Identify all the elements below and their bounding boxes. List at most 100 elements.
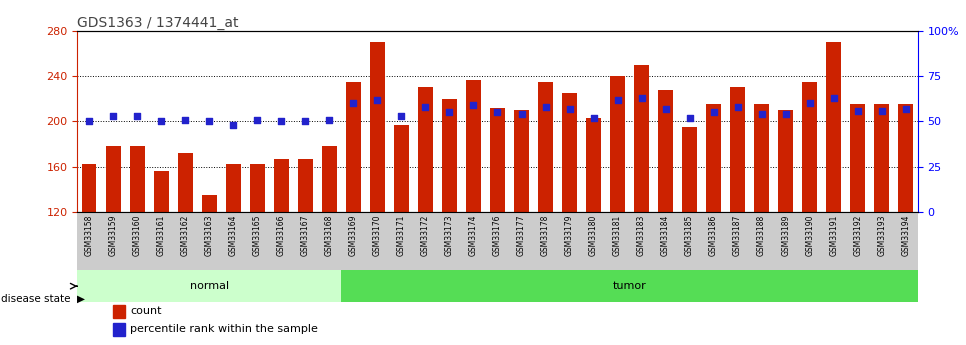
Point bbox=[778, 111, 793, 117]
Bar bbox=[514, 110, 528, 212]
Text: GSM33187: GSM33187 bbox=[733, 215, 742, 256]
Text: GSM33176: GSM33176 bbox=[493, 215, 502, 256]
Text: GSM33160: GSM33160 bbox=[132, 215, 142, 256]
Point bbox=[81, 119, 97, 124]
Text: GSM33192: GSM33192 bbox=[853, 215, 863, 256]
Bar bbox=[442, 99, 457, 212]
Point bbox=[538, 104, 554, 110]
Text: GSM33167: GSM33167 bbox=[300, 215, 310, 256]
Bar bbox=[586, 118, 601, 212]
Bar bbox=[418, 88, 433, 212]
Text: GSM33189: GSM33189 bbox=[781, 215, 790, 256]
Text: GSM33173: GSM33173 bbox=[445, 215, 454, 256]
Text: tumor: tumor bbox=[612, 281, 646, 291]
Text: GSM33185: GSM33185 bbox=[685, 215, 695, 256]
Point bbox=[898, 106, 914, 111]
Point bbox=[634, 95, 649, 101]
Point bbox=[706, 110, 722, 115]
Text: GSM33177: GSM33177 bbox=[517, 215, 526, 256]
Point bbox=[610, 97, 625, 102]
Text: GSM33166: GSM33166 bbox=[277, 215, 286, 256]
Text: GSM33190: GSM33190 bbox=[805, 215, 814, 256]
Bar bbox=[827, 42, 840, 212]
Bar bbox=[130, 146, 145, 212]
Point bbox=[417, 104, 433, 110]
Point bbox=[249, 117, 265, 122]
Text: GSM33158: GSM33158 bbox=[85, 215, 94, 256]
Text: GSM33164: GSM33164 bbox=[229, 215, 238, 256]
Point bbox=[753, 111, 769, 117]
Point bbox=[490, 110, 505, 115]
Point bbox=[322, 117, 337, 122]
Text: GSM33194: GSM33194 bbox=[901, 215, 910, 256]
Text: normal: normal bbox=[189, 281, 229, 291]
Bar bbox=[467, 80, 481, 212]
Bar bbox=[538, 82, 553, 212]
Text: GSM33159: GSM33159 bbox=[109, 215, 118, 256]
Text: count: count bbox=[130, 306, 161, 316]
Text: GSM33162: GSM33162 bbox=[181, 215, 190, 256]
Text: GSM33165: GSM33165 bbox=[253, 215, 262, 256]
Point bbox=[874, 108, 890, 113]
Point bbox=[802, 100, 817, 106]
Point bbox=[850, 108, 866, 113]
Point bbox=[226, 122, 242, 128]
Text: GSM33186: GSM33186 bbox=[709, 215, 718, 256]
Bar bbox=[250, 164, 265, 212]
Text: GSM33184: GSM33184 bbox=[661, 215, 670, 256]
Text: disease state  ▶: disease state ▶ bbox=[1, 294, 85, 303]
Point bbox=[441, 110, 457, 115]
Text: GSM33180: GSM33180 bbox=[589, 215, 598, 256]
Bar bbox=[635, 65, 649, 212]
Bar bbox=[706, 105, 721, 212]
Text: percentile rank within the sample: percentile rank within the sample bbox=[130, 324, 318, 334]
Point bbox=[129, 113, 145, 119]
Bar bbox=[298, 159, 313, 212]
Text: GSM33170: GSM33170 bbox=[373, 215, 382, 256]
Point bbox=[370, 97, 385, 102]
Bar bbox=[323, 146, 336, 212]
Point bbox=[826, 95, 841, 101]
Point bbox=[394, 113, 410, 119]
Bar bbox=[106, 146, 121, 212]
Bar bbox=[394, 125, 409, 212]
Bar bbox=[155, 171, 168, 212]
Text: GSM33174: GSM33174 bbox=[469, 215, 478, 256]
Bar bbox=[874, 105, 889, 212]
Text: GSM33169: GSM33169 bbox=[349, 215, 358, 256]
Point bbox=[658, 106, 673, 111]
Point bbox=[682, 115, 697, 120]
Point bbox=[178, 117, 193, 122]
Text: GSM33178: GSM33178 bbox=[541, 215, 550, 256]
Bar bbox=[113, 305, 126, 318]
Text: GSM33181: GSM33181 bbox=[613, 215, 622, 256]
Text: GSM33179: GSM33179 bbox=[565, 215, 574, 256]
Point bbox=[202, 119, 217, 124]
Bar bbox=[682, 127, 696, 212]
Text: GDS1363 / 1374441_at: GDS1363 / 1374441_at bbox=[77, 16, 239, 30]
Point bbox=[514, 111, 529, 117]
Point bbox=[105, 113, 121, 119]
Bar bbox=[77, 270, 341, 302]
Point bbox=[273, 119, 289, 124]
Bar bbox=[370, 42, 384, 212]
Point bbox=[346, 100, 361, 106]
Bar bbox=[898, 105, 913, 212]
Point bbox=[585, 115, 601, 120]
Bar bbox=[274, 159, 289, 212]
Bar bbox=[226, 164, 241, 212]
Bar bbox=[202, 195, 216, 212]
Bar bbox=[659, 90, 672, 212]
Bar bbox=[178, 153, 192, 212]
Bar bbox=[779, 110, 793, 212]
Text: GSM33193: GSM33193 bbox=[877, 215, 886, 256]
Bar bbox=[491, 108, 504, 212]
Bar bbox=[611, 76, 625, 212]
Point bbox=[466, 102, 481, 108]
Text: GSM33163: GSM33163 bbox=[205, 215, 213, 256]
Bar bbox=[562, 93, 577, 212]
Text: GSM33168: GSM33168 bbox=[325, 215, 334, 256]
Point bbox=[298, 119, 313, 124]
Text: GSM33172: GSM33172 bbox=[421, 215, 430, 256]
Text: GSM33188: GSM33188 bbox=[757, 215, 766, 256]
